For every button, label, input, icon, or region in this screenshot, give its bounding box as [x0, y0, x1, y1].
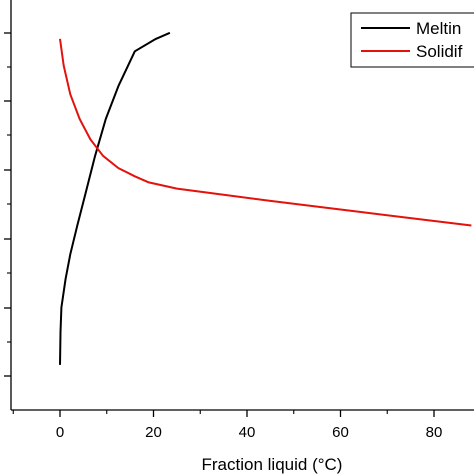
x-tick-label: 80	[426, 424, 443, 441]
y-ticks	[4, 32, 11, 377]
legend-items: Meltin Solidif	[361, 19, 463, 61]
legend-label-1: Solidif	[416, 42, 463, 61]
x-tick-label: 60	[332, 424, 349, 441]
plot-area: 0 20 40 60 80	[4, 0, 474, 441]
x-ticks: 0 20 40 60 80	[12, 410, 443, 441]
x-axis-label: Fraction liquid (°C)	[202, 455, 343, 474]
series-line-1	[59, 38, 472, 227]
legend-box	[350, 12, 474, 68]
x-tick-label: 0	[56, 424, 64, 441]
legend: Meltin Solidif	[350, 12, 474, 68]
x-tick-label: 40	[239, 424, 256, 441]
x-tick-label: 20	[145, 424, 162, 441]
series-layer	[59, 31, 472, 365]
legend-label-0: Meltin	[416, 19, 461, 38]
series-line-0	[59, 31, 171, 365]
